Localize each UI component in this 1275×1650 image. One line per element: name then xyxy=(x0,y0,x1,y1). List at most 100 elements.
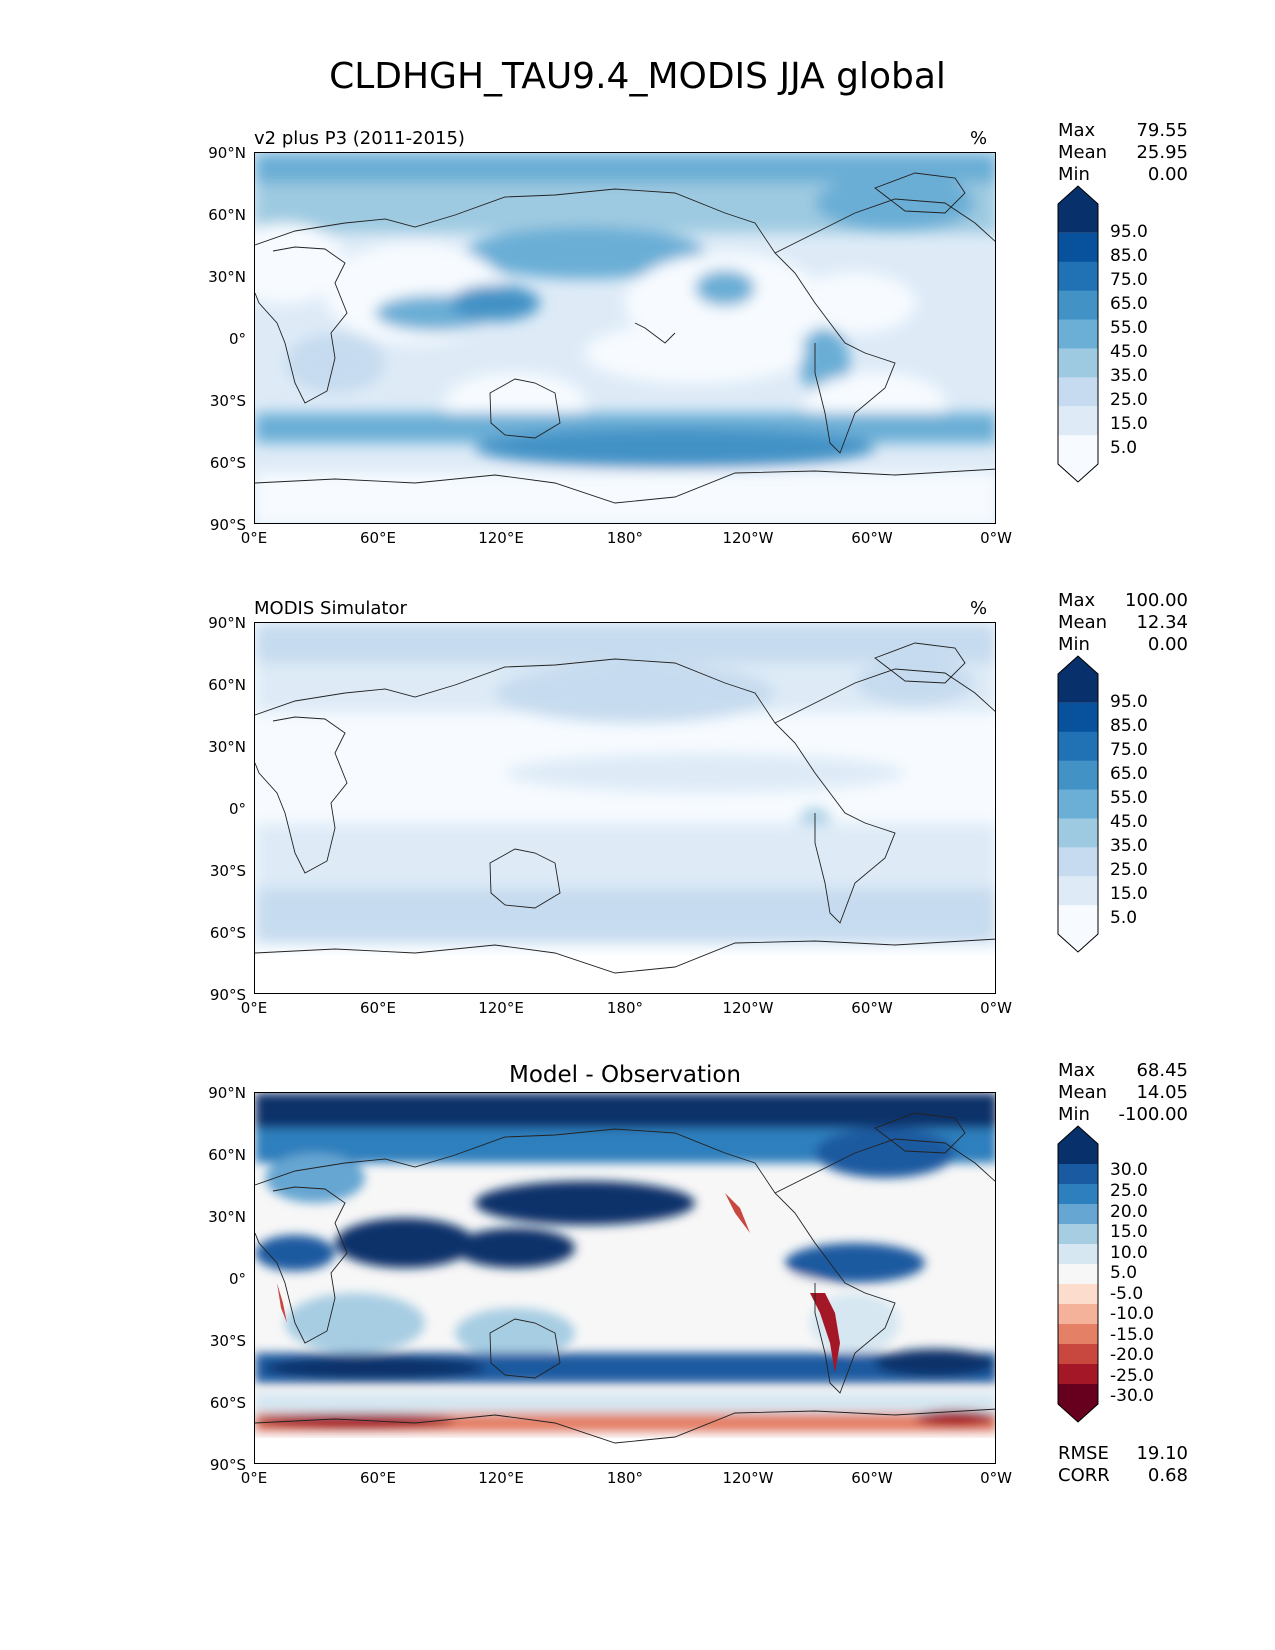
lat-label-60s: 60°S xyxy=(209,924,246,942)
colorbar-label: -20.0 xyxy=(1110,1345,1154,1365)
colorbar-label: 15.0 xyxy=(1110,884,1148,904)
colorbar-segment xyxy=(1058,789,1098,819)
colorbar-label: 15.0 xyxy=(1110,1222,1148,1242)
colorbar-segment xyxy=(1058,377,1098,407)
lat-label-90n: 90°N xyxy=(208,614,246,632)
colorbar-segment xyxy=(1058,731,1098,762)
colorbar-segment xyxy=(1058,1324,1098,1345)
max-label: Max xyxy=(1058,120,1096,141)
lat-label-60s: 60°S xyxy=(209,1394,246,1412)
colorbar-label: 25.0 xyxy=(1110,860,1148,880)
colorbar-label: -30.0 xyxy=(1110,1386,1154,1406)
colorbar-label: -5.0 xyxy=(1110,1284,1144,1304)
lat-label-90s: 90°S xyxy=(209,1456,246,1474)
colorbar-label: 35.0 xyxy=(1110,836,1148,856)
colorbar-label: 65.0 xyxy=(1110,764,1148,784)
max-value: 79.55 xyxy=(1136,120,1188,141)
colorbar-label: -25.0 xyxy=(1110,1366,1154,1386)
lat-label-30s: 30°S xyxy=(209,1332,246,1350)
colorbar-label: 35.0 xyxy=(1110,366,1148,386)
colorbar-segment xyxy=(1058,1264,1098,1285)
colorbar-label: 55.0 xyxy=(1110,788,1148,808)
colorbar-segment xyxy=(1058,656,1098,703)
lon-label-60e: 60°E xyxy=(359,999,397,1017)
map-plot xyxy=(254,1092,996,1464)
colorbar-segment xyxy=(1058,348,1098,378)
colorbar-segment xyxy=(1058,319,1098,349)
colorbar-segment xyxy=(1058,905,1098,952)
colorbar-label: -15.0 xyxy=(1110,1325,1154,1345)
panel-observation: MODIS Simulator % xyxy=(0,590,1275,1052)
panel-title: MODIS Simulator xyxy=(254,598,407,619)
stats-block: Max 68.45 Mean 14.05 Min -100.00 xyxy=(1058,1060,1188,1126)
units-label: % xyxy=(970,128,988,149)
colorbar-segment xyxy=(1058,1284,1098,1305)
colorbar-label: 75.0 xyxy=(1110,740,1148,760)
max-label: Max xyxy=(1058,590,1096,611)
lat-label-30n: 30°N xyxy=(208,268,246,286)
lat-label-90n: 90°N xyxy=(208,144,246,162)
rmse-value: 19.10 xyxy=(1136,1443,1188,1464)
colorbar-outline xyxy=(1057,655,1099,953)
colorbar-label: 55.0 xyxy=(1110,318,1148,338)
colorbar-label: 20.0 xyxy=(1110,1202,1148,1222)
colorbar-segment xyxy=(1058,1126,1098,1164)
colorbar-segment xyxy=(1058,1184,1098,1205)
corr-value: 0.68 xyxy=(1147,1465,1188,1486)
units-label: % xyxy=(970,598,988,619)
panel-model: v2 plus P3 (2011-2015) % xyxy=(0,120,1275,582)
colorbar-segment xyxy=(1058,1304,1098,1325)
colorbar-label: 65.0 xyxy=(1110,294,1148,314)
colorbar-segment xyxy=(1058,290,1098,321)
stats-block: Max 79.55 Mean 25.95 Min 0.00 xyxy=(1058,120,1188,186)
colorbar-label: 95.0 xyxy=(1110,222,1148,242)
colorbar-segment xyxy=(1058,1204,1098,1225)
lat-label-30s: 30°S xyxy=(209,862,246,880)
colorbar-label: 25.0 xyxy=(1110,1181,1148,1201)
colorbar-segment xyxy=(1058,1364,1098,1385)
lon-label-120w: 120°W xyxy=(722,1469,774,1487)
colorbar-label: 5.0 xyxy=(1110,1263,1138,1283)
mean-value: 14.05 xyxy=(1136,1082,1188,1103)
lon-label-0w: 0°W xyxy=(980,999,1012,1017)
lon-label-60e: 60°E xyxy=(359,1469,397,1487)
min-label: Min xyxy=(1058,164,1090,185)
panel-title: v2 plus P3 (2011-2015) xyxy=(254,128,465,149)
lon-label-180: 180° xyxy=(606,529,644,547)
mean-label: Mean xyxy=(1058,1082,1108,1103)
lon-label-120e: 120°E xyxy=(478,529,524,547)
lat-label-30n: 30°N xyxy=(208,1208,246,1226)
colorbar-segment xyxy=(1058,261,1098,292)
lon-label-180: 180° xyxy=(606,1469,644,1487)
colorbar-segment xyxy=(1058,435,1098,482)
colorbar-label: 30.0 xyxy=(1110,1160,1148,1180)
colorbar-segment xyxy=(1058,818,1098,848)
min-value: -100.00 xyxy=(1118,1104,1188,1125)
lat-label-90s: 90°S xyxy=(209,986,246,1004)
colorbar xyxy=(1057,185,1099,483)
lat-label-90s: 90°S xyxy=(209,516,246,534)
corr-label: CORR xyxy=(1058,1465,1110,1486)
lon-label-120w: 120°W xyxy=(722,999,774,1017)
lon-label-60w: 60°W xyxy=(851,1469,893,1487)
lon-label-180: 180° xyxy=(606,999,644,1017)
lon-label-0e: 0°E xyxy=(240,529,268,547)
colorbar xyxy=(1057,655,1099,953)
panel-title: Model - Observation xyxy=(508,1062,742,1088)
lat-label-60n: 60°N xyxy=(208,676,246,694)
colorbar-label: 45.0 xyxy=(1110,342,1148,362)
mean-value: 12.34 xyxy=(1136,612,1188,633)
colorbar-segment xyxy=(1058,876,1098,906)
lat-label-0: 0° xyxy=(228,330,246,348)
max-label: Max xyxy=(1058,1060,1096,1081)
colorbar-segment xyxy=(1058,186,1098,233)
colorbar-label: 25.0 xyxy=(1110,390,1148,410)
lon-label-120w: 120°W xyxy=(722,529,774,547)
colorbar-label: 75.0 xyxy=(1110,270,1148,290)
colorbar-outline xyxy=(1057,1125,1099,1423)
max-value: 68.45 xyxy=(1136,1060,1188,1081)
figure-title: CLDHGH_TAU9.4_MODIS JJA global xyxy=(329,56,946,97)
colorbar-label: 95.0 xyxy=(1110,692,1148,712)
colorbar-segment xyxy=(1058,702,1098,733)
rmse-label: RMSE xyxy=(1058,1443,1109,1464)
